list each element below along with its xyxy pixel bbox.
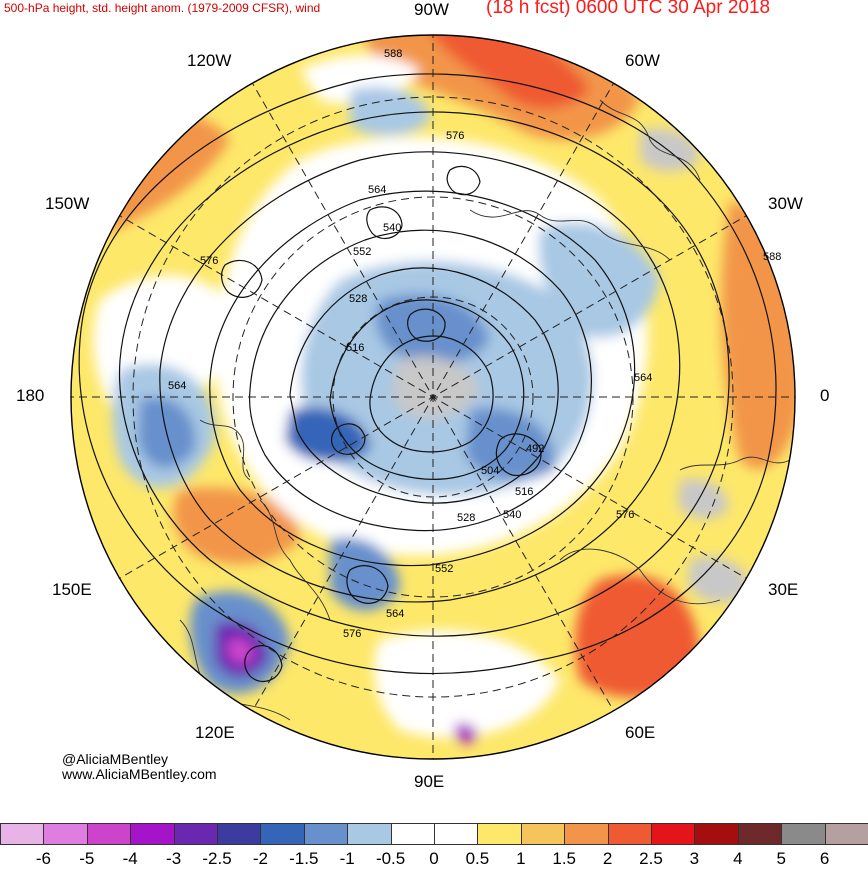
missing-data-tibet [688,556,750,603]
colorbar-tick-label: 1 [516,849,526,868]
colorbar-tick-label: 6 [819,849,830,868]
warm-anomaly-east-asia [173,487,300,564]
colorbar-cell [303,823,349,845]
colorbar-cell [824,823,868,845]
contour-label-576-southeast: 576 [616,509,634,521]
cold-anomaly-east-siberia [330,537,400,611]
contour-label-588-east: 588 [763,251,781,263]
strong-warm-anomaly-canada [420,35,590,109]
colorbar-cell [694,823,739,845]
credit-website: www.AliciaMBentley.com [62,766,217,782]
colorbar-cell [477,823,522,845]
colorbar-cell [564,823,609,845]
cold-anomaly-west [285,407,370,463]
chart-title-left: 500-hPa height, std. height anom. (1979-… [4,1,321,15]
colorbar-cell [43,823,88,845]
contour-label-576-south: 576 [343,628,361,640]
contour-label-576-west: 576 [200,255,218,267]
missing-data-arctic [393,356,480,419]
colorbar-cell [607,823,652,845]
contour-label-564-east: 564 [634,372,652,384]
contour-label-564-north: 564 [368,184,386,196]
colorbar-tick-label: -1.5 [289,849,319,868]
neutral-zone-south [374,630,560,738]
colorbar-tick-label: -4 [122,849,138,868]
contour-label-540-north: 540 [383,222,401,234]
colorbar-cell [86,823,132,845]
contour-label-516-north: 516 [346,342,364,354]
polar-stereographic-map: 588 576 564 540 552 528 516 576 564 588 … [70,34,796,760]
lon-label-90w: 90W [414,0,449,19]
colorbar-cell [434,823,479,845]
cold-anomaly-japan-peak [228,638,255,664]
colorbar-cell [130,823,175,845]
colorbar-cell [737,823,783,845]
lon-label-90e: 90E [414,772,445,791]
lon-label-150w: 150W [45,194,90,213]
cold-anomaly-east [465,408,556,481]
contour-label-552-south: 552 [435,563,453,575]
colorbar-cell [0,823,45,845]
contour-label-492: 492 [526,443,544,455]
cold-anomaly-atlantic [538,222,660,338]
height-contours [78,73,777,683]
lon-label-180: 180 [16,386,45,405]
colorbar-cell [347,823,392,845]
colorbar-cell [520,823,566,845]
colorbar-tick-label: -0.5 [375,849,406,868]
colorbar-tick-label: -5 [79,849,95,868]
lon-label-0: 0 [820,386,830,405]
lon-label-60w: 60W [625,51,660,70]
colorbar-cell [260,823,305,845]
lon-label-30w: 30W [768,194,803,213]
colorbar-tick-label: -3 [166,849,182,868]
contour-label-564-west: 564 [168,380,186,392]
lon-label-120w: 120W [187,51,232,70]
contour-label-552-north: 552 [353,246,371,258]
colorbar-cell [217,823,262,845]
colorbar-tick-label: 1.5 [552,849,577,868]
credit-handle: @AliciaMBentley [62,751,169,767]
cold-anomaly-small-south [455,723,478,744]
coastlines [179,99,791,721]
contour-label-576-north: 576 [446,130,464,142]
colorbar-tick-label: -1 [339,849,355,868]
contour-label-540-south: 540 [503,509,521,521]
contour-value-labels: 588 576 564 540 552 528 516 576 564 588 … [168,48,781,640]
colorbar-tick-label: 2 [602,849,613,868]
lon-label-30e: 30E [768,580,799,599]
lon-label-120e: 120E [195,723,235,742]
contour-label-564-south: 564 [386,608,404,620]
contour-label-516-south: 516 [515,486,533,498]
map-boundary [70,34,796,760]
contour-label-528-south: 528 [457,512,475,524]
anomaly-colorbar: -6 -5 -4 -3 -2.5 -2 -1.5 -1 -0.5 0 0.5 1 1.5 2 2.5 3 4 5 6 [0,823,868,868]
lat-lon-grid [71,35,795,759]
colorbar-cell [781,823,826,845]
missing-data-europe [678,479,729,520]
cold-anomaly-labrador [350,86,430,136]
contour-label-528-north: 528 [349,293,367,305]
lon-label-60e: 60E [625,723,656,742]
colorbar-tick-label: -6 [35,849,51,868]
colorbar-tick-label: -2 [252,849,268,868]
chart-title-right: (18 h fcst) 0600 UTC 30 Apr 2018 [486,0,771,18]
lon-label-150e: 150E [52,580,92,599]
colorbar-tick-label: 4 [733,849,743,868]
colorbar-tick-label: -2.5 [202,849,232,868]
colorbar-tick-label: 2.5 [639,849,663,868]
contour-label-588-north: 588 [384,48,402,60]
colorbar-cell [390,823,435,845]
colorbar-cell [651,823,696,845]
colorbar-cell [173,823,218,845]
colorbar-tick-label: 0.5 [465,849,490,868]
colorbar-tick-label: 0 [429,849,439,868]
contour-label-504: 504 [481,465,499,477]
colorbar-tick-label: 3 [689,849,700,868]
colorbar-tick-label: 5 [776,849,786,868]
